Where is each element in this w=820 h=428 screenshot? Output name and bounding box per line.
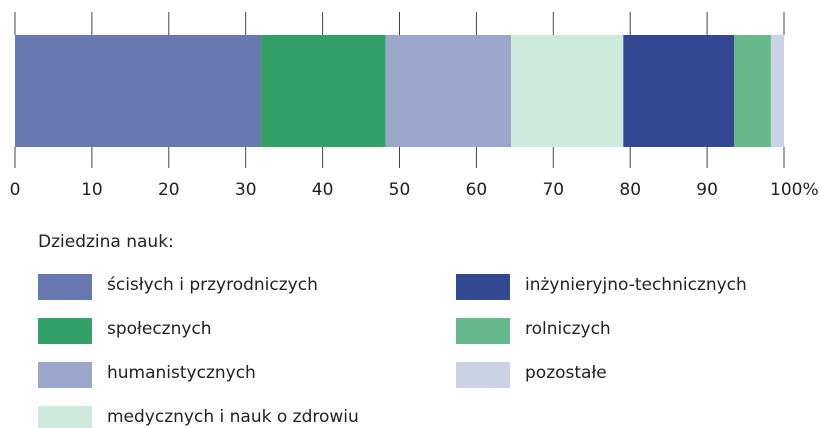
x-tick-label: 60 xyxy=(466,180,488,200)
legend-swatch xyxy=(38,274,92,300)
bar-segment xyxy=(511,35,624,147)
x-tick-label: 100% xyxy=(770,180,819,200)
legend-swatch xyxy=(456,274,510,300)
x-tick-label: 40 xyxy=(312,180,334,200)
bar-segment xyxy=(734,35,771,147)
x-tick-label: 70 xyxy=(542,180,564,200)
legend-swatch xyxy=(456,362,510,388)
bar-segment xyxy=(385,35,512,147)
legend-swatch xyxy=(38,406,92,428)
bar-segment xyxy=(15,35,262,147)
legend-label: ścisłych i przyrodniczych xyxy=(107,275,318,295)
legend-label: inżynieryjno-technicznych xyxy=(525,275,747,295)
legend-title: Dziedzina nauk: xyxy=(38,232,174,252)
x-tick-label: 50 xyxy=(389,180,411,200)
x-tick-label: 80 xyxy=(619,180,641,200)
x-tick-label: 20 xyxy=(158,180,180,200)
legend-swatch xyxy=(38,318,92,344)
legend-label: społecznych xyxy=(107,319,212,339)
legend-label: rolniczych xyxy=(525,319,611,339)
legend-label: pozostałe xyxy=(525,363,607,383)
bar-segment xyxy=(623,35,735,147)
legend-swatch xyxy=(456,318,510,344)
bar-segment xyxy=(770,35,784,147)
x-tick-label: 30 xyxy=(235,180,257,200)
x-tick-label: 0 xyxy=(10,180,21,200)
legend-label: medycznych i nauk o zdrowiu xyxy=(107,407,359,427)
x-tick-label: 10 xyxy=(81,180,103,200)
bar-segment xyxy=(261,35,386,147)
x-tick-label: 90 xyxy=(696,180,718,200)
legend-label: humanistycznych xyxy=(107,363,256,383)
legend-swatch xyxy=(38,362,92,388)
